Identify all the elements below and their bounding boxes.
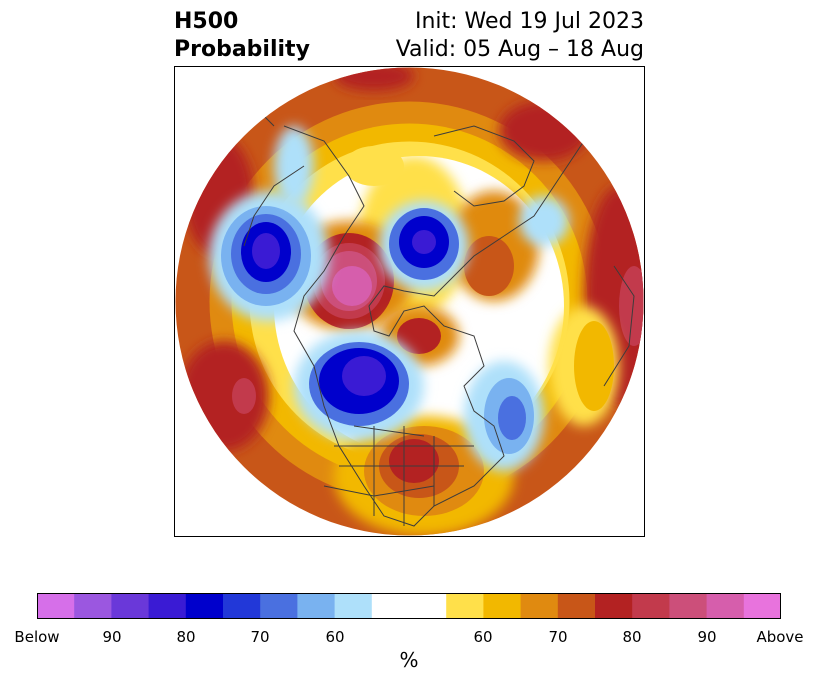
title-variable: H500 xyxy=(174,9,239,34)
tick-label: 60 xyxy=(473,628,493,646)
colorbar-swatch xyxy=(706,593,745,619)
colorbar-swatch xyxy=(743,593,782,619)
colorbar-swatch xyxy=(223,593,261,619)
init-date: Init: Wed 19 Jul 2023 xyxy=(414,9,644,34)
tick-label: 90 xyxy=(102,628,122,646)
valid-range: Valid: 05 Aug – 18 Aug xyxy=(395,37,644,62)
colorbar-swatch xyxy=(595,593,633,619)
probability-map xyxy=(174,66,645,537)
title-probability: Probability xyxy=(174,37,310,62)
colorbar-swatch xyxy=(185,593,224,619)
title-block: H500 Probability xyxy=(174,8,310,64)
tick-label: 90 xyxy=(697,628,717,646)
colorbar-swatch xyxy=(632,593,670,619)
colorbar-border xyxy=(37,593,781,619)
tick-label: 70 xyxy=(548,628,568,646)
tick-label: 60 xyxy=(325,628,345,646)
colorbar-swatch xyxy=(111,593,150,619)
colorbar-swatch xyxy=(37,593,75,619)
colorbar-swatch xyxy=(148,593,187,619)
colorbar-swatch xyxy=(297,593,336,619)
colorbar-swatch xyxy=(483,593,522,619)
colorbar-swatch xyxy=(260,593,298,619)
tick-label: Above xyxy=(756,628,804,646)
tick-label: 80 xyxy=(622,628,642,646)
colorbar-swatch xyxy=(669,593,708,619)
tick-label: Below xyxy=(14,628,60,646)
date-block: Init: Wed 19 Jul 2023 Valid: 05 Aug – 18… xyxy=(396,8,644,64)
colorbar-swatch xyxy=(446,593,484,619)
colorbar-swatch xyxy=(334,593,373,619)
probability-colorbar xyxy=(37,593,782,619)
probability-field xyxy=(175,67,644,536)
colorbar-swatch xyxy=(520,593,559,619)
colorbar-swatch xyxy=(557,593,596,619)
tick-label: 70 xyxy=(250,628,270,646)
tick-label: 80 xyxy=(176,628,196,646)
colorbar-swatch xyxy=(371,593,447,619)
colorbar-swatch xyxy=(74,593,112,619)
colorbar-unit: % xyxy=(399,648,419,672)
